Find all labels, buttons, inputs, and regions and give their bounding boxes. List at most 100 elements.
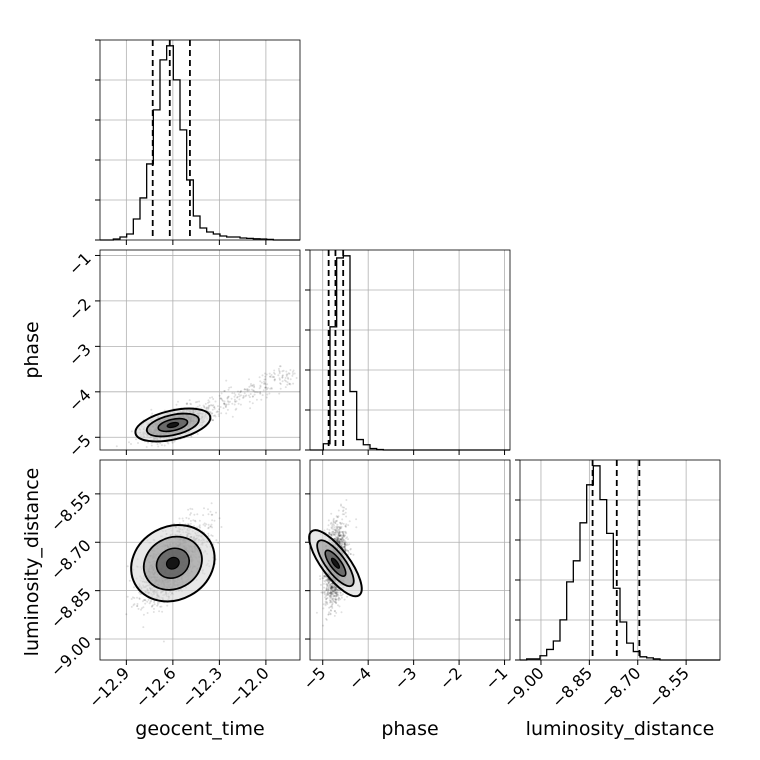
sample-point — [189, 513, 192, 516]
y-tick-label-phase: −1 — [65, 249, 95, 279]
sample-point — [324, 596, 327, 599]
sample-point — [329, 590, 332, 593]
sample-point — [338, 535, 341, 537]
sample-point — [203, 522, 206, 525]
sample-point — [339, 540, 342, 543]
sample-point — [194, 520, 197, 523]
sample-point — [242, 396, 245, 399]
sample-point — [187, 517, 190, 520]
sample-point — [329, 596, 332, 599]
sample-point — [246, 389, 249, 392]
sample-point — [220, 392, 223, 395]
sample-point — [341, 531, 344, 533]
sample-point — [273, 378, 276, 381]
sample-point — [334, 535, 337, 538]
sample-point — [292, 373, 294, 375]
sample-point — [189, 512, 192, 515]
sample-point — [175, 403, 178, 406]
sample-point — [213, 407, 216, 410]
sample-point — [210, 513, 213, 516]
sample-point — [142, 606, 145, 609]
sample-point — [329, 584, 332, 586]
sample-point — [330, 512, 333, 515]
sample-point — [151, 604, 154, 607]
sample-point — [326, 583, 328, 586]
sample-point — [330, 594, 333, 597]
sample-point — [226, 400, 229, 403]
sample-point — [265, 373, 268, 376]
sample-point — [278, 377, 281, 380]
sample-point — [328, 529, 331, 531]
sample-point — [202, 514, 205, 517]
sample-point — [152, 611, 155, 613]
sample-point — [261, 394, 264, 397]
sample-point — [252, 383, 255, 386]
sample-point — [139, 593, 142, 595]
sample-point — [330, 605, 333, 608]
sample-point — [352, 553, 355, 556]
sample-point — [262, 382, 265, 385]
sample-point — [266, 383, 269, 386]
sample-point — [273, 369, 276, 372]
sample-point — [268, 372, 271, 375]
sample-point — [278, 392, 281, 395]
sample-point — [173, 440, 176, 443]
sample-point — [218, 408, 221, 411]
x-tick-label-geocent_time: −12.0 — [225, 663, 273, 711]
sample-point — [217, 415, 220, 418]
sample-point — [285, 375, 288, 377]
sample-point — [338, 541, 341, 544]
sample-point — [333, 538, 336, 541]
sample-point — [338, 531, 341, 534]
sample-point — [207, 404, 210, 407]
sample-point — [337, 537, 340, 540]
sample-point — [273, 379, 276, 382]
sample-point — [328, 611, 331, 614]
sample-point — [334, 533, 337, 536]
sample-point — [212, 419, 215, 422]
sample-point — [336, 529, 339, 532]
sample-point — [221, 399, 224, 402]
sample-point — [334, 599, 337, 602]
sample-point — [236, 396, 239, 399]
sample-point — [337, 533, 340, 536]
sample-point — [331, 605, 334, 608]
sample-point — [245, 388, 248, 391]
sample-point — [344, 524, 347, 527]
sample-point — [278, 372, 281, 375]
sample-point — [178, 522, 181, 525]
sample-point — [336, 516, 339, 519]
y-tick-label-phase: −3 — [65, 340, 95, 370]
sample-point — [204, 524, 207, 527]
sample-point — [140, 607, 143, 610]
sample-point — [264, 386, 267, 389]
sample-point — [340, 596, 343, 599]
sample-point — [323, 582, 325, 585]
sample-point — [264, 375, 267, 378]
sample-point — [177, 400, 179, 403]
sample-point — [339, 526, 342, 529]
sample-point — [339, 543, 342, 546]
sample-point — [150, 408, 153, 411]
sample-point — [282, 369, 285, 372]
sample-point — [287, 377, 290, 380]
sample-point — [246, 389, 249, 391]
sample-point — [326, 597, 329, 599]
sample-point — [336, 540, 339, 543]
sample-point — [149, 600, 152, 603]
sample-point — [227, 395, 230, 398]
sample-point — [340, 523, 342, 526]
sample-point — [331, 601, 334, 604]
sample-point — [283, 379, 286, 382]
sample-point — [218, 394, 221, 397]
sample-point — [203, 406, 206, 409]
sample-point — [141, 600, 144, 603]
sample-point — [343, 513, 346, 516]
sample-point — [243, 388, 246, 391]
sample-point — [269, 375, 272, 378]
sample-point — [202, 523, 205, 526]
sample-point — [248, 385, 251, 388]
sample-point — [331, 586, 334, 589]
sample-point — [238, 395, 241, 398]
sample-point — [208, 401, 211, 403]
